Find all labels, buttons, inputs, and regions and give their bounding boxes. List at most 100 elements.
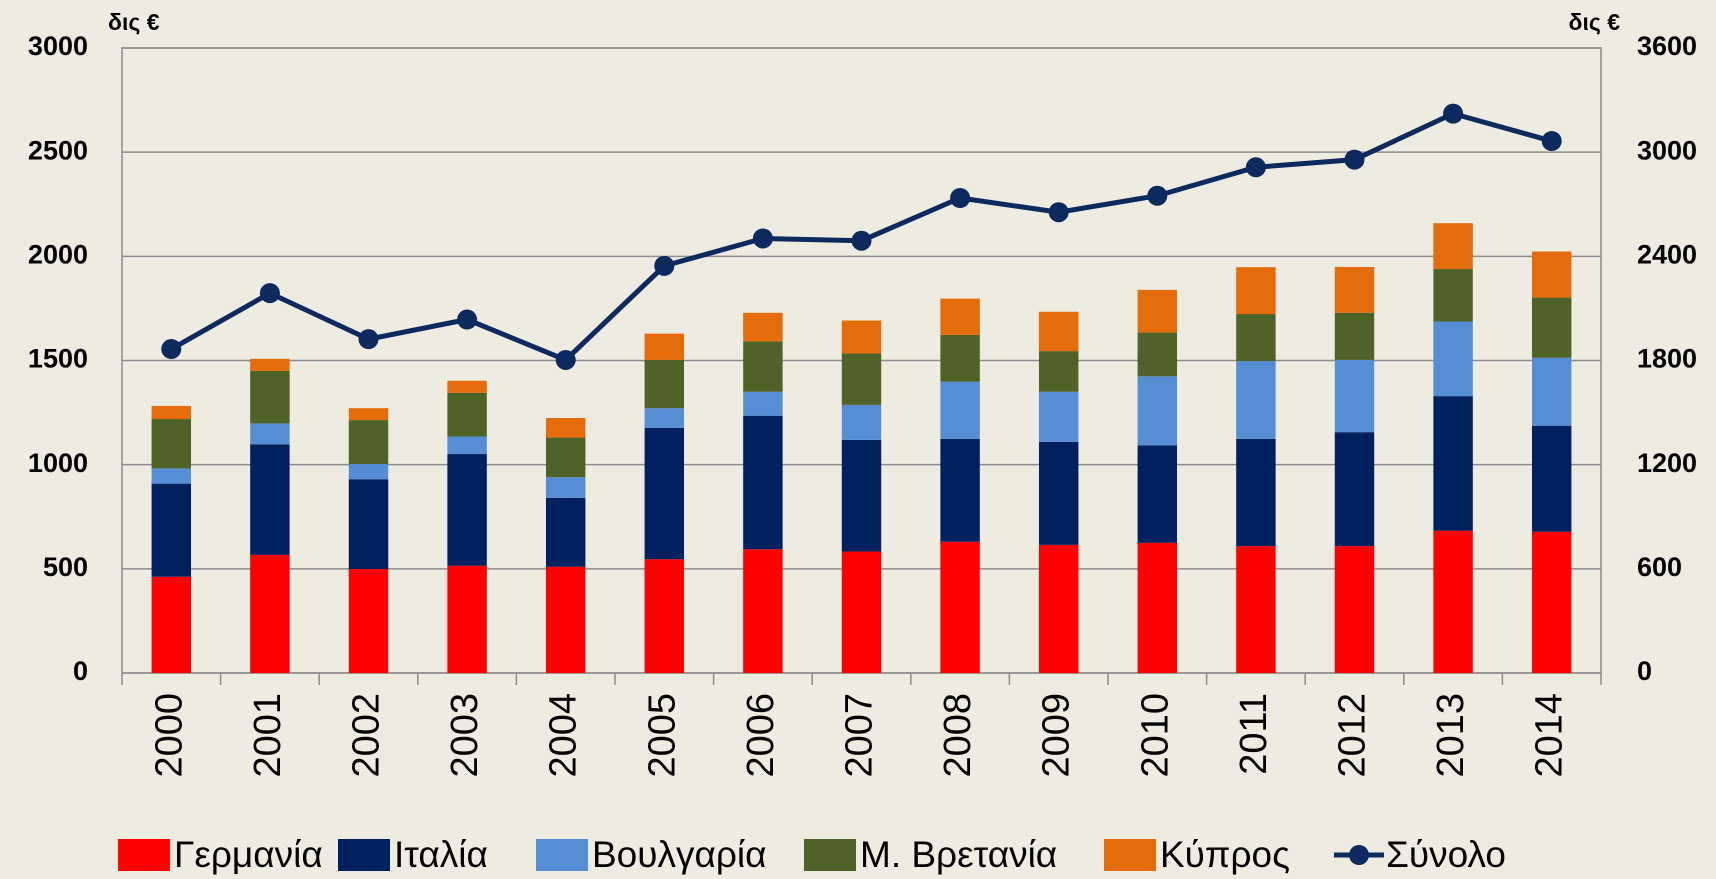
bar-segment — [250, 444, 290, 555]
y-tick-label: 1500 — [28, 344, 88, 374]
bar-segment — [743, 549, 783, 673]
bar-segment — [1137, 542, 1178, 673]
bar-segment — [348, 479, 389, 570]
bar-segment — [1334, 546, 1375, 673]
bar-segment — [250, 554, 290, 673]
bar-segment — [151, 576, 192, 673]
bar-segment — [841, 404, 882, 440]
line-marker — [555, 349, 576, 370]
bar-segment — [644, 333, 685, 360]
bar-segment — [743, 312, 783, 342]
bar-segment — [151, 468, 192, 484]
bar-segment — [940, 334, 980, 382]
x-tick-label: 2009 — [1036, 693, 1078, 778]
legend-label: Σύνολο — [1386, 834, 1506, 875]
y2-tick-label: 1200 — [1637, 448, 1697, 478]
bar-segment — [1433, 321, 1473, 397]
line-marker — [1443, 103, 1464, 124]
bar-segment — [940, 438, 980, 542]
x-tick-label: 2005 — [641, 693, 683, 778]
bar-segment — [348, 420, 389, 465]
x-tick-label: 2007 — [839, 693, 881, 778]
y2-tick-label: 600 — [1637, 552, 1682, 582]
bar-segment — [1334, 266, 1375, 313]
legend-swatch — [118, 839, 170, 871]
bar-segment — [1531, 425, 1572, 532]
y2-tick-label: 1800 — [1637, 344, 1697, 374]
bar-segment — [1531, 531, 1572, 673]
x-tick-label: 2000 — [148, 693, 190, 778]
line-marker — [457, 309, 478, 330]
y-tick-label: 500 — [43, 552, 88, 582]
legend-marker — [1349, 845, 1369, 865]
bar-segment — [447, 436, 487, 455]
line-marker — [259, 283, 280, 304]
line-marker — [950, 188, 971, 208]
y-tick-label: 1000 — [28, 448, 88, 478]
x-tick-label: 2006 — [740, 693, 782, 778]
bar-segment — [1334, 312, 1375, 360]
bar-segment — [1334, 359, 1375, 433]
bar-segment — [1038, 351, 1079, 392]
bar-segment — [545, 437, 586, 478]
x-tick-label: 2014 — [1529, 693, 1571, 778]
bar-segment — [1236, 314, 1276, 362]
bar-segment — [1531, 357, 1572, 426]
line-marker — [1147, 185, 1168, 206]
y2-tick-label: 2400 — [1637, 239, 1697, 269]
line-marker — [161, 339, 182, 360]
bar-segment — [1433, 396, 1473, 531]
bar-segment — [1531, 297, 1572, 358]
line-marker — [654, 255, 675, 276]
bar-segment — [151, 483, 192, 577]
x-tick-label: 2002 — [346, 693, 388, 778]
bar-segment — [1433, 223, 1473, 270]
bar-segment — [1038, 441, 1079, 545]
legend-swatch — [536, 839, 588, 871]
y-tick-label: 2500 — [28, 135, 88, 165]
bar-segment — [644, 408, 685, 428]
bar-segment — [1433, 269, 1473, 322]
bar-segment — [1236, 438, 1276, 547]
bar-segment — [841, 353, 882, 405]
bar-segment — [1137, 332, 1178, 377]
bar-segment — [644, 427, 685, 560]
y-tick-label: 2000 — [28, 239, 88, 269]
line-marker — [752, 228, 773, 249]
bar-segment — [841, 439, 882, 552]
bar-segment — [447, 392, 487, 437]
bar-segment — [151, 419, 192, 469]
bar-segment — [940, 541, 980, 673]
line-marker — [1048, 202, 1069, 223]
line-marker — [1344, 149, 1365, 170]
legend-label: Κύπρος — [1160, 834, 1290, 875]
line-marker — [1245, 157, 1266, 178]
bar-segment — [151, 405, 192, 420]
bar-segment — [940, 381, 980, 439]
legend-swatch — [1104, 839, 1156, 871]
y2-tick-label: 3000 — [1637, 135, 1697, 165]
bar-segment — [644, 359, 685, 409]
bar-segment — [1038, 544, 1079, 673]
bar-segment — [743, 341, 783, 392]
bar-segment — [250, 358, 290, 371]
bar-segment — [348, 464, 389, 480]
bar-segment — [447, 454, 487, 566]
bar-segment — [1334, 432, 1375, 547]
bar-segment — [348, 569, 389, 673]
y2-unit-label: δις € — [1569, 9, 1621, 35]
bar-segment — [545, 566, 586, 673]
x-tick-label: 2001 — [247, 693, 289, 778]
y-tick-label: 0 — [73, 656, 88, 686]
bar-segment — [1137, 376, 1178, 446]
line-marker — [358, 329, 379, 350]
bar-segment — [545, 477, 586, 498]
bar-segment — [743, 415, 783, 550]
line-marker — [851, 230, 872, 251]
bar-segment — [250, 423, 290, 445]
bar-segment — [940, 298, 980, 335]
bar-segment — [348, 408, 389, 421]
bar-segment — [1038, 391, 1079, 442]
x-tick-label: 2008 — [937, 693, 979, 778]
